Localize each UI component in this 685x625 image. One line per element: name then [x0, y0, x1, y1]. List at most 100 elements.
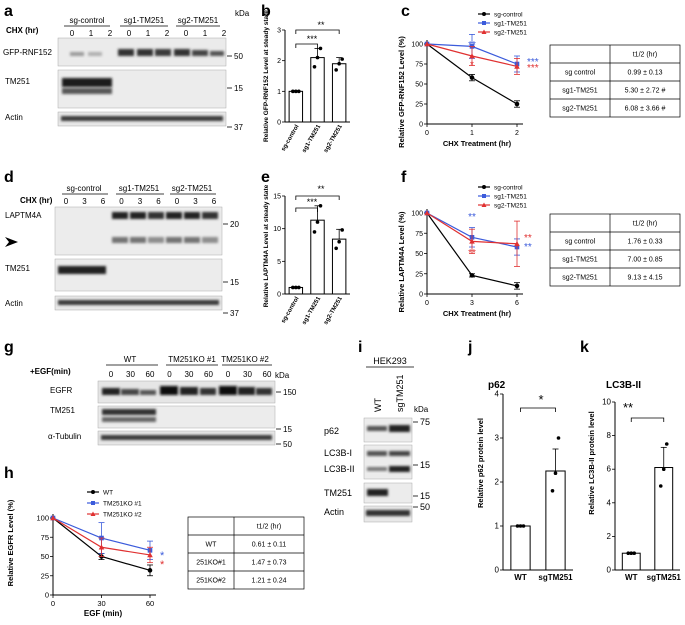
group-label-d3: sg2-TM251: [172, 184, 213, 193]
table-cell: WT: [206, 542, 218, 549]
group-label-a1: sg-control: [69, 16, 104, 25]
y-tick-label: 15: [273, 194, 281, 201]
lane-label: 3: [82, 197, 87, 206]
legend-marker: [481, 29, 487, 34]
panel-letter-c: c: [401, 3, 410, 20]
title-j: p62: [488, 380, 506, 391]
y-tick-label: 2: [277, 58, 281, 65]
blot-gfp-rnf152: [57, 37, 227, 67]
blot-tubulin: [97, 430, 276, 446]
star-f-1: **: [468, 212, 476, 223]
xlabel-h: EGF (min): [84, 609, 123, 618]
legend-marker: [482, 21, 486, 25]
lane-label: 1: [203, 29, 208, 38]
x-tick-label: 3: [470, 300, 474, 307]
blot-label-egfr: EGFR: [50, 386, 72, 395]
legend-marker: [91, 501, 95, 505]
y-tick-label: 50: [415, 82, 423, 89]
category-label: sg2-TM251: [323, 295, 344, 325]
sig-bracket: [520, 407, 556, 412]
y-tick-label: 0: [419, 122, 423, 129]
cond-label-a: CHX (hr): [6, 26, 39, 35]
title-k: LC3B-II: [606, 380, 641, 391]
data-point: [469, 53, 475, 59]
cell-line-label: HEK293: [373, 356, 407, 366]
data-point: [515, 524, 520, 528]
marker-i-75: 75: [420, 417, 430, 427]
data-point: [312, 65, 317, 69]
xlabel-f: CHX Treatment (hr): [443, 309, 512, 318]
chart-f: f Relative LAPTM4A Level (%) CHX Treatme…: [397, 169, 532, 318]
blot-actin-i: [363, 505, 413, 523]
ylabel-j: Relative p62 protein level: [476, 418, 485, 508]
category-label: WT: [514, 573, 527, 582]
panel-a: a CHX (hr) sg-control sg1-TM251 sg2-TM25…: [3, 3, 250, 132]
category-label: WT: [625, 573, 638, 582]
bar: [310, 219, 325, 295]
lane-label: 1: [146, 29, 151, 38]
y-tick-label: 25: [415, 102, 423, 109]
x-tick-label: 60: [146, 599, 154, 608]
y-tick-label: 0: [277, 292, 281, 299]
data-point: [514, 240, 520, 247]
star-c-3: ***: [527, 57, 539, 68]
sig-e-2: **: [317, 184, 325, 194]
blot-tm251-i: [363, 482, 413, 504]
chart-e: e Relative LAPTM4A Level at steady state…: [261, 169, 350, 326]
data-point: [312, 230, 317, 234]
category-label: sg2-TM251: [323, 123, 344, 153]
unit-a: kDa: [235, 9, 250, 18]
y-tick-label: 100: [411, 211, 423, 218]
y-tick-label: 75: [415, 62, 423, 69]
sig-bracket: [630, 417, 665, 422]
lane-label: 0: [184, 29, 189, 38]
data-point: [318, 46, 323, 51]
y-tick-label: 10: [602, 398, 611, 407]
lane-label: 60: [263, 370, 272, 379]
sig-k: **: [623, 400, 633, 415]
marker-a-37: 37: [234, 123, 243, 132]
blot-tm251-d: [54, 258, 223, 292]
table-cell: 5.30 ± 2.72 #: [625, 88, 666, 95]
data-point: [514, 283, 520, 289]
panel-letter-j: j: [467, 339, 472, 356]
blot-label-tm251-d: TM251: [5, 264, 30, 273]
data-point: [147, 568, 153, 573]
lane-label-sgtm251-i: sgTM251: [395, 374, 405, 412]
table-cell: 251KO#2: [196, 578, 226, 585]
x-tick-label: 0: [425, 130, 429, 137]
unit-i: kDa: [414, 405, 429, 414]
star-f-3: **: [524, 233, 532, 244]
y-tick-label: 4: [495, 390, 500, 399]
table-cell: 1.76 ± 0.33: [628, 239, 663, 246]
category-label: sgTM251: [538, 573, 573, 582]
ylabel-c: Relative GFP-RNF152 Level (%): [397, 36, 406, 148]
legend-label: sg-control: [494, 12, 523, 19]
lane-label: 2: [222, 29, 227, 38]
y-tick-label: 50: [415, 251, 423, 258]
star-f-4: **: [524, 242, 532, 253]
data-point: [340, 228, 344, 232]
star-h-1: *: [160, 550, 165, 562]
table-cell: sg control: [565, 239, 596, 246]
chart-c: c Relative GFP-RNF152 Level (%) CHX Trea…: [397, 3, 539, 148]
legend-label: sg1-TM251: [494, 194, 527, 201]
category-label: sg1-TM251: [302, 123, 323, 153]
legend-marker: [482, 194, 486, 198]
y-tick-label: 100: [36, 514, 49, 523]
lane-label: 60: [204, 370, 213, 379]
blot-label-tubulin: α-Tubulin: [48, 432, 81, 441]
panel-letter-h: h: [4, 465, 14, 482]
table-cell: sg1-TM251: [562, 257, 598, 264]
data-point: [294, 285, 298, 290]
y-tick-label: 8: [607, 431, 612, 440]
data-point: [658, 484, 663, 488]
lane-label: 0: [127, 29, 132, 38]
marker-g-150: 150: [283, 388, 297, 397]
lane-labels-d: 0 3 6 0 3 6 0 3 6: [64, 197, 217, 206]
y-tick-label: 0: [495, 566, 500, 575]
y-tick-label: 0: [45, 591, 49, 600]
data-point: [664, 442, 669, 446]
panel-letter-d: d: [4, 169, 14, 186]
blot-label-p62: p62: [324, 426, 339, 436]
